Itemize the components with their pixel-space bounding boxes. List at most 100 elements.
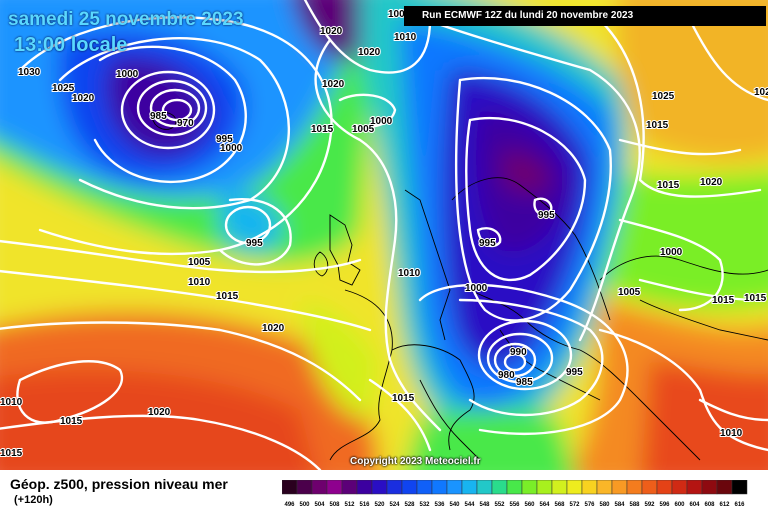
legend-swatch [536, 480, 553, 495]
pressure-label: 1010 [0, 397, 23, 408]
pressure-label: 1015 [657, 180, 680, 191]
legend-swatch [326, 480, 343, 495]
legend-value: 532 [419, 502, 430, 508]
pressure-label: 995 [216, 134, 233, 145]
legend-swatch [296, 480, 313, 495]
pressure-label: 995 [479, 238, 496, 249]
legend-swatch [581, 480, 598, 495]
pressure-label: 1020 [72, 93, 95, 104]
forecast-date: samedi 25 novembre 2023 [8, 9, 244, 30]
pressure-label: 1010 [398, 268, 421, 279]
z500-pressure-map: 1030102510201000985970995100010201020100… [0, 0, 768, 470]
legend-swatch [341, 480, 358, 495]
pressure-label: 1005 [188, 257, 211, 268]
legend-swatch [491, 480, 508, 495]
legend-value: 540 [449, 502, 460, 508]
legend-value: 568 [554, 502, 565, 508]
legend-value: 604 [689, 502, 700, 508]
legend-swatch [731, 480, 748, 495]
pressure-label: 1000 [660, 247, 683, 258]
legend-swatch [551, 480, 568, 495]
pressure-label: 1015 [744, 293, 767, 304]
legend-value: 552 [494, 502, 505, 508]
pressure-label: 1015 [60, 416, 83, 427]
pressure-label: 102 [754, 87, 768, 98]
pressure-label: 980 [498, 370, 515, 381]
pressure-label: 1020 [322, 79, 345, 90]
pressure-label: 1000 [116, 69, 139, 80]
legend-swatch [716, 480, 733, 495]
legend-value: 596 [659, 502, 670, 508]
pressure-label: 1020 [700, 177, 723, 188]
pressure-label: 1005 [352, 124, 375, 135]
legend-swatch [446, 480, 463, 495]
legend-value: 612 [719, 502, 730, 508]
map-title: Géop. z500, pression niveau mer [10, 476, 228, 492]
pressure-label: 1015 [646, 120, 669, 131]
legend-swatch [401, 480, 418, 495]
legend-value: 584 [614, 502, 625, 508]
pressure-label: 1020 [320, 26, 343, 37]
pressure-label: 995 [246, 238, 263, 249]
pressure-label: 1030 [18, 67, 41, 78]
pressure-label: 1010 [720, 428, 743, 439]
legend-swatch [476, 480, 493, 495]
legend-swatch [686, 480, 703, 495]
forecast-offset: (+120h) [14, 494, 53, 506]
copyright-notice: Copyright 2023 Meteociel.fr [350, 456, 481, 467]
legend-swatch [356, 480, 373, 495]
legend-swatch [311, 480, 328, 495]
legend-value: 544 [464, 502, 475, 508]
pressure-label: 1020 [148, 407, 171, 418]
pressure-label: 995 [566, 367, 583, 378]
legend-swatch [506, 480, 523, 495]
legend-value: 600 [674, 502, 685, 508]
legend-value: 548 [479, 502, 490, 508]
legend-value: 556 [509, 502, 520, 508]
pressure-label: 1010 [188, 277, 211, 288]
map-footer: Géop. z500, pression niveau mer (+120h) [0, 470, 768, 512]
isobars [0, 0, 768, 470]
legend-swatch [701, 480, 718, 495]
legend-value: 520 [374, 502, 385, 508]
legend-value: 524 [389, 502, 400, 508]
legend-swatch [371, 480, 388, 495]
legend-swatch [671, 480, 688, 495]
legend-swatch [461, 480, 478, 495]
legend-swatch [611, 480, 628, 495]
pressure-label: 990 [510, 347, 527, 358]
legend-swatch [656, 480, 673, 495]
pressure-label: 1000 [370, 116, 393, 127]
pressure-label: 1000 [220, 143, 243, 154]
legend-swatch [521, 480, 538, 495]
pressure-label: 1015 [712, 295, 735, 306]
legend-value: 512 [344, 502, 355, 508]
legend-value: 580 [599, 502, 610, 508]
legend-value: 572 [569, 502, 580, 508]
legend-value: 516 [359, 502, 370, 508]
pressure-label: 1020 [262, 323, 285, 334]
pressure-label: 1025 [52, 83, 75, 94]
legend-swatch [282, 480, 298, 495]
legend-swatch [416, 480, 433, 495]
pressure-label: 1000 [465, 283, 488, 294]
legend-value: 560 [524, 502, 535, 508]
legend-value: 508 [329, 502, 340, 508]
legend-value: 564 [539, 502, 550, 508]
pressure-label: 985 [150, 111, 167, 122]
legend-value: 504 [314, 502, 325, 508]
legend-value: 576 [584, 502, 595, 508]
pressure-label: 1010 [394, 32, 417, 43]
legend-value: 496 [284, 502, 295, 508]
color-scale-legend: 496 500 504 508 512 516 520 524 528 532 536 540 544 5… [282, 480, 748, 508]
run-info-banner: Run ECMWF 12Z du lundi 20 novembre 2023 [404, 6, 766, 26]
pressure-label: 1015 [392, 393, 415, 404]
pressure-label: 1025 [652, 91, 675, 102]
legend-swatch [641, 480, 658, 495]
legend-swatch [386, 480, 403, 495]
legend-swatch [566, 480, 583, 495]
legend-value: 592 [644, 502, 655, 508]
geopotential-color-field [0, 0, 768, 470]
pressure-label: 995 [538, 210, 555, 221]
